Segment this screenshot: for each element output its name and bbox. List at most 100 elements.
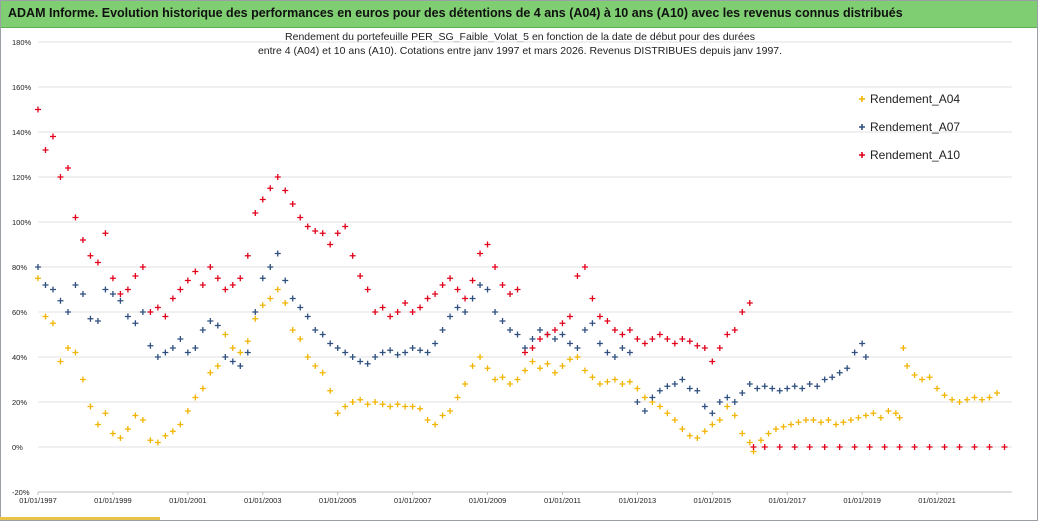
data-point	[656, 403, 663, 410]
data-point	[529, 358, 536, 365]
data-point	[252, 315, 259, 322]
data-point	[102, 286, 109, 293]
data-point	[529, 345, 536, 351]
data-point	[72, 214, 79, 221]
data-point	[199, 282, 206, 288]
data-point	[664, 336, 671, 342]
data-point	[169, 295, 176, 302]
data-point	[994, 390, 1001, 396]
data-point	[581, 264, 588, 270]
data-point	[214, 322, 221, 329]
data-point	[72, 349, 79, 356]
data-point	[581, 327, 588, 333]
data-point	[267, 264, 274, 270]
data-point	[35, 264, 41, 270]
data-point	[701, 345, 708, 351]
data-point	[851, 349, 858, 356]
data-point	[42, 282, 49, 288]
data-point	[596, 340, 603, 347]
data-point	[469, 363, 476, 369]
data-point	[237, 349, 244, 356]
data-point	[79, 291, 86, 297]
data-point	[754, 385, 761, 392]
data-point	[671, 340, 678, 347]
data-point	[312, 327, 319, 333]
data-point	[716, 345, 723, 351]
data-point	[372, 309, 379, 315]
data-point	[551, 327, 558, 333]
data-point	[986, 394, 993, 401]
data-point	[604, 349, 611, 356]
data-point	[229, 282, 236, 288]
data-point	[559, 320, 566, 327]
data-point	[282, 300, 289, 306]
data-point	[574, 345, 581, 351]
data-point	[349, 252, 356, 259]
data-point	[304, 313, 311, 320]
data-point	[349, 354, 356, 360]
data-point	[507, 327, 514, 333]
data-point	[784, 385, 791, 392]
data-point	[589, 320, 596, 327]
data-point	[566, 340, 573, 347]
data-point	[581, 367, 588, 374]
data-point	[821, 444, 828, 450]
data-point	[124, 426, 131, 432]
data-point	[372, 354, 379, 360]
data-point	[424, 417, 431, 423]
data-point	[64, 309, 71, 315]
data-point	[49, 320, 56, 327]
legend-marker	[859, 124, 865, 130]
data-point	[312, 363, 319, 369]
bottom-accent-bar	[0, 517, 160, 520]
data-point	[304, 223, 311, 230]
data-point	[387, 403, 394, 410]
data-point	[132, 320, 139, 327]
data-point	[42, 147, 49, 153]
data-point	[417, 304, 424, 311]
data-point	[424, 295, 431, 302]
data-point	[934, 385, 941, 392]
data-point	[177, 286, 184, 293]
data-point	[611, 376, 618, 383]
data-point	[671, 417, 678, 423]
data-point	[109, 291, 116, 297]
data-point	[731, 327, 738, 333]
y-tick-label: -20%	[12, 488, 30, 497]
data-point	[387, 313, 394, 320]
data-point	[551, 336, 558, 342]
data-point	[844, 365, 851, 372]
data-point	[334, 345, 341, 351]
data-point	[469, 277, 476, 284]
x-tick-label: 01/01/2009	[469, 496, 507, 505]
data-point	[604, 318, 611, 324]
data-point	[566, 313, 573, 320]
data-point	[641, 408, 648, 414]
data-point	[679, 376, 686, 383]
data-point	[252, 309, 259, 315]
data-point	[821, 376, 828, 383]
data-point	[589, 295, 596, 302]
data-point	[604, 378, 611, 385]
data-point	[259, 196, 266, 203]
data-point	[791, 383, 798, 390]
data-point	[417, 405, 424, 412]
data-point	[656, 387, 663, 394]
data-point	[109, 275, 116, 282]
data-point	[731, 412, 738, 419]
data-point	[439, 327, 446, 333]
data-point	[289, 295, 296, 302]
grid-lines	[38, 41, 1012, 493]
data-point	[147, 309, 154, 315]
data-point	[926, 444, 933, 450]
data-point	[514, 286, 521, 293]
data-point	[514, 331, 521, 338]
data-point	[117, 297, 124, 304]
data-point	[814, 383, 821, 390]
data-point	[117, 435, 124, 441]
data-point	[836, 444, 843, 450]
data-point	[454, 304, 461, 311]
data-point	[862, 412, 869, 419]
data-point	[522, 349, 528, 356]
data-point	[551, 369, 558, 376]
